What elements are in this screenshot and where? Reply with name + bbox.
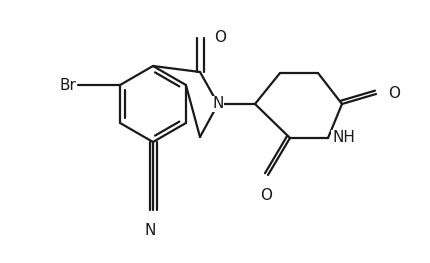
Text: O: O — [214, 31, 226, 45]
Text: N: N — [144, 223, 156, 238]
Text: NH: NH — [332, 130, 355, 145]
Text: N: N — [212, 97, 224, 112]
Text: O: O — [260, 188, 272, 203]
Text: Br: Br — [59, 78, 76, 93]
Text: O: O — [388, 87, 400, 102]
